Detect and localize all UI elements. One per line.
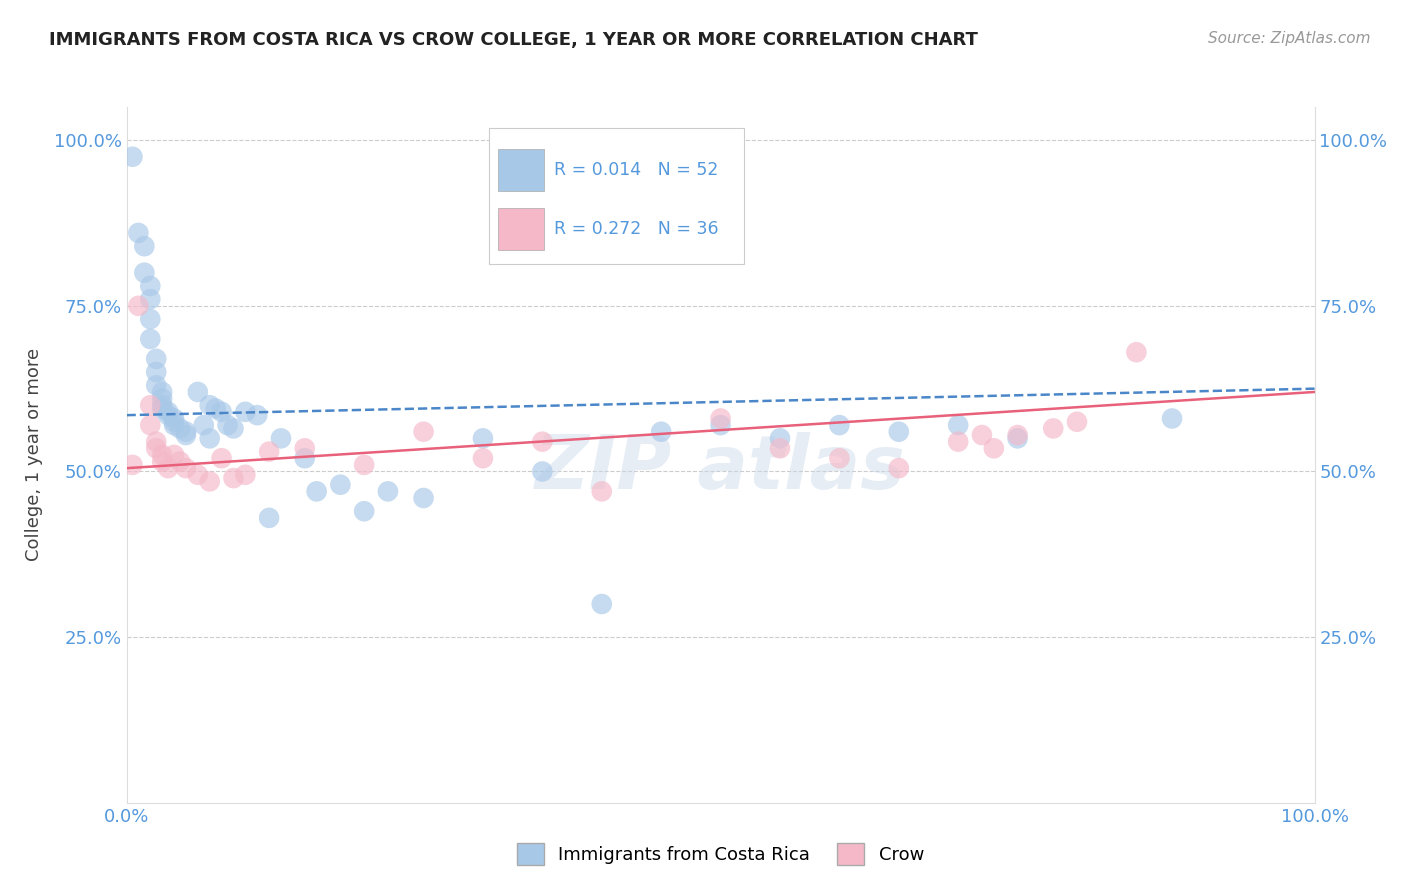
Point — [270, 431, 292, 445]
Point — [531, 434, 554, 449]
Point — [169, 454, 191, 468]
Point — [828, 451, 851, 466]
Point — [412, 425, 434, 439]
Point — [139, 312, 162, 326]
Text: Source: ZipAtlas.com: Source: ZipAtlas.com — [1208, 31, 1371, 46]
Point — [121, 150, 143, 164]
Text: ZIP atlas: ZIP atlas — [536, 433, 905, 506]
Legend: Immigrants from Costa Rica, Crow: Immigrants from Costa Rica, Crow — [508, 834, 934, 874]
Point — [970, 428, 993, 442]
Point — [145, 365, 167, 379]
Text: R = 0.272   N = 36: R = 0.272 N = 36 — [554, 219, 718, 238]
Point — [294, 442, 316, 456]
Point — [946, 418, 969, 433]
Text: R = 0.014   N = 52: R = 0.014 N = 52 — [554, 161, 718, 178]
Point — [222, 471, 245, 485]
Point — [1125, 345, 1147, 359]
Point — [246, 408, 269, 422]
Point — [1007, 431, 1029, 445]
Point — [887, 461, 910, 475]
Point — [650, 425, 672, 439]
Text: IMMIGRANTS FROM COSTA RICA VS CROW COLLEGE, 1 YEAR OR MORE CORRELATION CHART: IMMIGRANTS FROM COSTA RICA VS CROW COLLE… — [49, 31, 979, 49]
Point — [353, 504, 375, 518]
Point — [591, 484, 613, 499]
Point — [134, 266, 156, 280]
Point — [145, 434, 167, 449]
Point — [412, 491, 434, 505]
Point — [305, 484, 328, 499]
Point — [163, 411, 186, 425]
Point — [887, 425, 910, 439]
Point — [1161, 411, 1184, 425]
Y-axis label: College, 1 year or more: College, 1 year or more — [24, 349, 42, 561]
Point — [139, 418, 162, 433]
Point — [769, 442, 792, 456]
Point — [157, 461, 180, 475]
Point — [769, 431, 792, 445]
Point — [828, 418, 851, 433]
Point — [139, 332, 162, 346]
Point — [1066, 415, 1088, 429]
Point — [709, 418, 731, 433]
Point — [169, 421, 191, 435]
Point — [163, 415, 186, 429]
Point — [709, 411, 731, 425]
Point — [139, 292, 162, 306]
FancyBboxPatch shape — [498, 208, 544, 250]
Point — [134, 239, 156, 253]
Point — [127, 226, 149, 240]
Point — [1007, 428, 1029, 442]
Point — [150, 448, 173, 462]
Point — [157, 405, 180, 419]
Point — [531, 465, 554, 479]
Point — [145, 442, 167, 456]
Point — [174, 425, 197, 439]
Point — [193, 418, 215, 433]
Point — [150, 454, 173, 468]
Point — [222, 421, 245, 435]
Point — [121, 458, 143, 472]
Point — [591, 597, 613, 611]
Point — [150, 384, 173, 399]
Point — [257, 444, 280, 458]
Point — [204, 401, 226, 416]
Point — [163, 448, 186, 462]
Point — [211, 405, 233, 419]
Point — [150, 392, 173, 406]
Point — [150, 398, 173, 412]
Point — [257, 511, 280, 525]
Point — [198, 398, 221, 412]
Point — [174, 428, 197, 442]
Point — [217, 418, 239, 433]
Point — [145, 351, 167, 366]
Point — [377, 484, 399, 499]
Point — [187, 467, 209, 482]
Point — [139, 279, 162, 293]
FancyBboxPatch shape — [489, 128, 744, 263]
FancyBboxPatch shape — [498, 149, 544, 191]
Point — [983, 442, 1005, 456]
Point — [198, 431, 221, 445]
Point — [150, 401, 173, 416]
Point — [946, 434, 969, 449]
Point — [472, 431, 495, 445]
Point — [472, 451, 495, 466]
Point — [145, 378, 167, 392]
Point — [127, 299, 149, 313]
Point — [157, 408, 180, 422]
Point — [174, 461, 197, 475]
Point — [139, 398, 162, 412]
Point — [187, 384, 209, 399]
Point — [709, 199, 731, 213]
Point — [163, 418, 186, 433]
Point — [233, 467, 256, 482]
Point — [211, 451, 233, 466]
Point — [294, 451, 316, 466]
Point — [198, 475, 221, 489]
Point — [329, 477, 352, 491]
Point — [233, 405, 256, 419]
Point — [1042, 421, 1064, 435]
Point — [353, 458, 375, 472]
